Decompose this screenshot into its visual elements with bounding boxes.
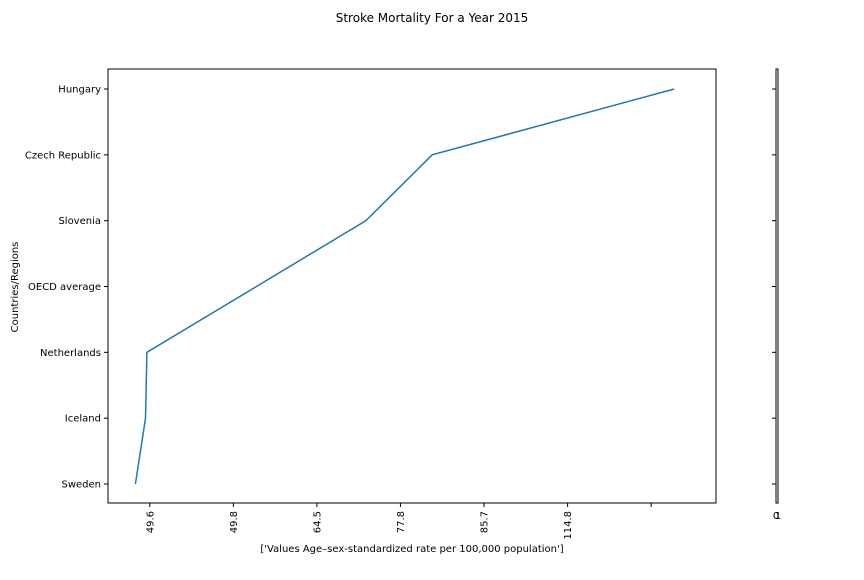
y-tick-label: OECD average xyxy=(28,282,101,293)
x-axis-label: ['Values Age–sex-standardized rate per 1… xyxy=(260,544,563,555)
plot-frame xyxy=(107,68,717,504)
y-axis-label: Countries/Regions xyxy=(10,242,21,333)
series-layer xyxy=(134,88,675,485)
x-tick-label: 64.5 xyxy=(312,511,323,533)
x-tick-label: 114.8 xyxy=(563,511,574,540)
chart-title: Stroke Mortality For a Year 2015 xyxy=(336,11,529,25)
y-axis-ticks: Sweden Iceland Netherlands OECD average Slov… xyxy=(25,85,108,491)
x-tick-label: 77.8 xyxy=(396,511,407,533)
side-axis-tick-label: 0 xyxy=(773,511,779,522)
y-tick-label: Czech Republic xyxy=(25,150,101,161)
x-tick-label: 85.7 xyxy=(480,511,491,533)
y-tick-label: Slovenia xyxy=(58,216,101,227)
y-tick-label: Sweden xyxy=(61,480,101,491)
x-tick-label: 49.6 xyxy=(145,511,156,533)
y-tick-label: Hungary xyxy=(58,85,101,96)
x-tick-label: 49.8 xyxy=(229,511,240,533)
side-axis-frame xyxy=(775,68,779,504)
series-line xyxy=(134,88,675,485)
side-axis: 0 1 xyxy=(772,68,781,522)
side-axis-y-ticks xyxy=(772,88,776,485)
y-tick-label: Iceland xyxy=(65,414,101,425)
side-axis-tick-label: 1 xyxy=(775,511,781,522)
y-tick-label: Netherlands xyxy=(40,348,101,359)
x-axis-ticks: 49.6 49.8 64.5 77.8 85.7 114.8 xyxy=(145,503,652,540)
